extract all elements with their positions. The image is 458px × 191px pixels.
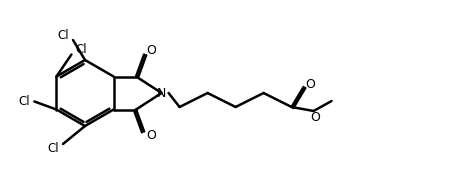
Text: Cl: Cl [47, 142, 59, 155]
Text: O: O [146, 44, 156, 57]
Text: Cl: Cl [76, 43, 87, 56]
Text: Cl: Cl [19, 95, 30, 108]
Text: O: O [146, 129, 156, 142]
Text: O: O [311, 111, 321, 124]
Text: O: O [305, 78, 316, 91]
Text: Cl: Cl [57, 28, 69, 41]
Text: N: N [157, 87, 166, 100]
